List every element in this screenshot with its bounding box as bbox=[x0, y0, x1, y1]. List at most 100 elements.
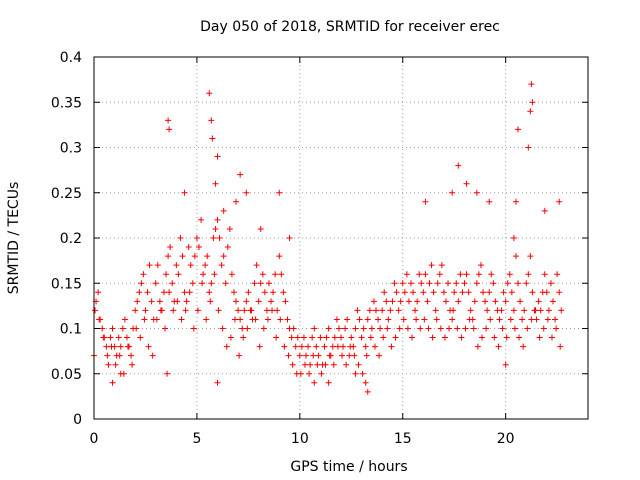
data-point bbox=[103, 343, 110, 350]
data-point bbox=[364, 316, 371, 323]
data-point bbox=[434, 280, 441, 287]
data-point bbox=[556, 289, 563, 296]
data-point bbox=[477, 262, 484, 269]
data-point bbox=[253, 262, 260, 269]
data-point bbox=[174, 298, 181, 305]
data-point bbox=[395, 307, 402, 314]
data-point bbox=[529, 289, 536, 296]
data-point bbox=[463, 271, 470, 278]
data-point bbox=[387, 307, 394, 314]
y-tick-label: 0.3 bbox=[60, 141, 82, 157]
data-point bbox=[426, 280, 433, 287]
x-axis-label: GPS time / hours bbox=[290, 459, 407, 475]
data-point bbox=[344, 316, 351, 323]
data-point bbox=[550, 298, 557, 305]
data-point bbox=[206, 289, 213, 296]
data-point bbox=[281, 343, 288, 350]
data-point bbox=[453, 280, 460, 287]
data-point bbox=[121, 316, 128, 323]
data-point bbox=[537, 307, 544, 314]
data-point bbox=[410, 289, 417, 296]
x-tick-label: 10 bbox=[291, 431, 309, 447]
data-point bbox=[533, 316, 540, 323]
data-point bbox=[364, 388, 371, 395]
data-point bbox=[516, 334, 523, 341]
data-point bbox=[100, 334, 107, 341]
data-point bbox=[178, 316, 185, 323]
data-point bbox=[379, 307, 386, 314]
data-point bbox=[380, 334, 387, 341]
x-tick-label: 20 bbox=[497, 431, 515, 447]
data-point bbox=[359, 370, 366, 377]
data-point bbox=[486, 289, 493, 296]
data-point bbox=[554, 271, 561, 278]
data-point bbox=[467, 307, 474, 314]
data-point bbox=[282, 298, 289, 305]
data-point bbox=[313, 343, 320, 350]
data-point bbox=[389, 298, 396, 305]
data-point bbox=[294, 334, 301, 341]
data-point bbox=[511, 325, 518, 332]
data-point bbox=[160, 289, 167, 296]
data-point bbox=[541, 271, 548, 278]
data-point bbox=[377, 325, 384, 332]
data-point bbox=[311, 325, 318, 332]
data-point bbox=[521, 307, 528, 314]
data-point bbox=[480, 289, 487, 296]
data-point bbox=[274, 307, 281, 314]
data-point bbox=[153, 316, 160, 323]
data-point bbox=[235, 307, 242, 314]
data-point bbox=[288, 334, 295, 341]
data-point bbox=[436, 271, 443, 278]
data-point bbox=[191, 253, 198, 260]
data-point bbox=[239, 325, 246, 332]
data-point bbox=[338, 334, 344, 341]
axis-ticks: 0 5 10 15 20 0 0.05 0.1 0.15 0.2 0.25 0.3 0.35 0.4 bbox=[51, 50, 588, 447]
data-point bbox=[321, 343, 328, 350]
data-point bbox=[333, 316, 340, 323]
data-point bbox=[257, 225, 264, 232]
data-point bbox=[475, 271, 482, 278]
data-point bbox=[170, 307, 177, 314]
data-point bbox=[219, 325, 226, 332]
data-point bbox=[182, 307, 189, 314]
data-point bbox=[492, 298, 499, 305]
data-point bbox=[451, 289, 458, 296]
data-point bbox=[154, 262, 161, 269]
data-point bbox=[296, 352, 303, 359]
data-point bbox=[330, 361, 337, 368]
data-point bbox=[298, 343, 305, 350]
data-point bbox=[412, 307, 419, 314]
data-point bbox=[146, 262, 153, 269]
data-point bbox=[466, 316, 473, 323]
data-point bbox=[220, 207, 227, 214]
data-point bbox=[216, 235, 223, 241]
data-point bbox=[215, 307, 222, 314]
data-point bbox=[352, 370, 359, 377]
data-point bbox=[529, 99, 536, 106]
data-point bbox=[181, 289, 188, 296]
data-point bbox=[399, 280, 406, 287]
data-point bbox=[425, 325, 432, 332]
data-point bbox=[149, 352, 156, 359]
data-point bbox=[212, 225, 219, 232]
data-point bbox=[134, 298, 141, 305]
data-point bbox=[202, 262, 209, 269]
data-point bbox=[504, 280, 511, 287]
data-point bbox=[292, 343, 299, 350]
x-tick-label: 15 bbox=[394, 431, 412, 447]
data-point bbox=[277, 316, 284, 323]
data-point bbox=[233, 298, 240, 305]
data-point bbox=[458, 334, 465, 341]
data-point bbox=[115, 334, 122, 341]
data-point bbox=[346, 352, 353, 359]
data-point bbox=[227, 334, 234, 341]
data-point bbox=[413, 316, 420, 323]
data-point bbox=[527, 253, 534, 260]
data-point bbox=[116, 352, 123, 359]
data-point bbox=[208, 280, 215, 287]
data-point bbox=[108, 343, 115, 350]
data-point bbox=[354, 307, 361, 314]
data-point bbox=[446, 325, 453, 332]
data-point bbox=[523, 280, 530, 287]
